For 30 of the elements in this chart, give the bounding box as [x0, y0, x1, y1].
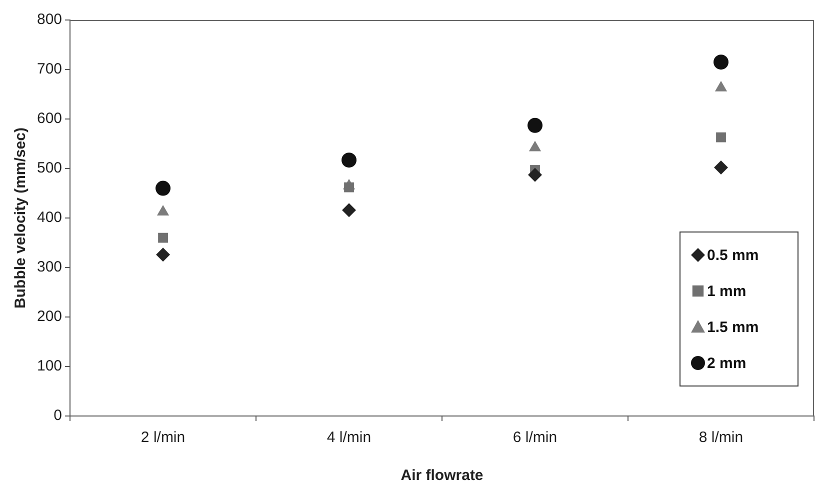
x-tick-label: 2 l/min — [140, 429, 186, 446]
y-tick-label: 800 — [36, 11, 62, 28]
point — [342, 152, 357, 168]
y-tick-label: 300 — [36, 258, 62, 276]
point — [158, 232, 168, 243]
y-tick-label: 500 — [36, 160, 62, 177]
legend-label: 1 mm — [707, 283, 746, 300]
y-tick-label: 0 — [54, 407, 62, 424]
point — [528, 168, 542, 182]
legend-label: 0.5 mm — [707, 247, 759, 264]
point — [342, 203, 356, 218]
point — [156, 248, 170, 262]
y-tick-label: 700 — [36, 60, 62, 78]
point — [156, 180, 171, 196]
y-tick-label: 100 — [36, 358, 62, 375]
point — [714, 160, 728, 175]
x-tick-label: 4 l/min — [326, 429, 372, 446]
legend-label: 2 mm — [707, 355, 746, 372]
y-tick-label: 400 — [36, 209, 62, 226]
point — [528, 118, 543, 133]
x-tick-label: 6 l/min — [512, 429, 558, 446]
y-axis-title: Bubble velocity (mm/sec) — [12, 128, 30, 308]
point — [716, 132, 726, 142]
point — [714, 54, 729, 70]
point — [344, 182, 354, 192]
x-tick-label: 8 l/min — [698, 429, 744, 446]
x-axis-title: Air flowrate — [400, 467, 484, 484]
legend-label: 1.5 mm — [707, 319, 759, 336]
y-tick-label: 600 — [36, 110, 62, 128]
y-tick-label: 200 — [36, 308, 62, 326]
